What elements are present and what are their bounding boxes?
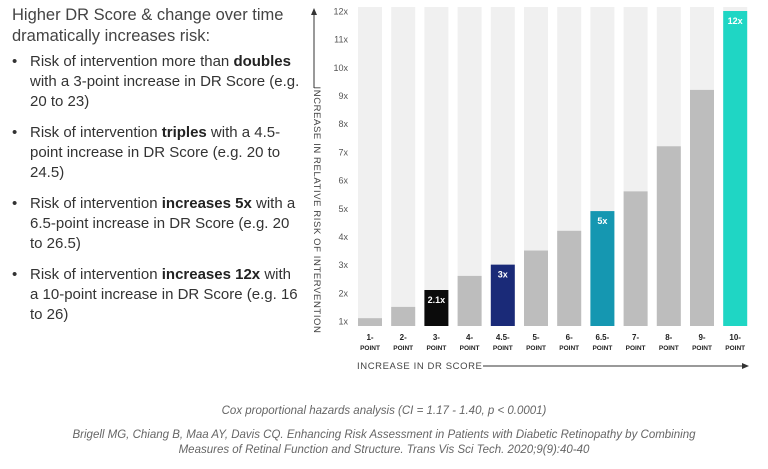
y-tick-label: 12x [333,7,348,17]
x-tick-label: 8- [665,333,672,342]
x-tick-sublabel: POINT [626,345,646,352]
x-tick-sublabel: POINT [659,345,679,352]
x-tick-label: 6.5- [596,333,610,342]
bullet-bold: increases 12x [161,266,261,283]
y-tick-label: 3x [338,260,348,270]
x-tick-sublabel: POINT [426,345,446,352]
y-tick-label: 5x [338,204,348,214]
x-tick-label: 6- [566,333,573,342]
bar-value-label: 2.1x [428,295,446,305]
bullet-item: • Risk of intervention more than doubles … [10,52,300,112]
x-tick-label: 10- [729,333,741,342]
risk-bar-chart: 1x 2x 3x 4x 5x 6x 7x 8x 9x 10x 11x 12x INCREASE IN R… [311,7,749,372]
headline: Higher DR Score & change over time drama… [12,6,284,45]
bullet-suffix: with a 3-point increase in DR Score (e.g… [30,73,300,110]
x-tick-sublabel: POINT [393,345,413,352]
x-tick-label: 9- [698,333,705,342]
x-tick-sublabel: POINT [725,345,745,352]
y-tick-label: 1x [338,317,348,327]
bar-value-label: 3x [498,270,508,280]
x-tick-sublabel: POINT [559,345,579,352]
x-tick-label: 2- [400,333,407,342]
x-tick-label: 4.5- [496,333,510,342]
x-axis-arrow-icon [742,363,749,369]
bar [391,306,416,326]
x-tick-sublabel: POINT [592,345,612,352]
y-tick-label: 8x [338,119,348,129]
bar-background [424,7,449,326]
y-tick-label: 11x [334,35,348,45]
bar [656,146,681,326]
bullet-bold: doubles [233,53,291,70]
bullet-item: • Risk of intervention increases 5x with … [10,194,300,254]
stats-footnote: Cox proportional hazards analysis (CI = … [221,405,547,417]
bar [623,191,648,326]
x-tick-sublabel: POINT [360,345,380,352]
bullet-suffix: with a 10-point increase in DR Score (e.… [30,266,298,323]
y-tick-label: 4x [338,232,348,242]
bullet-prefix: Risk of intervention [30,124,162,141]
bullet-bold: increases 5x [161,195,252,212]
citation-line-1: Brigell MG, Chiang B, Maa AY, Davis CQ. … [72,429,696,441]
bar [690,89,714,326]
x-tick-sublabel: POINT [692,345,712,352]
x-axis-label: INCREASE IN DR SCORE [357,361,483,372]
bar-value-label: 5x [597,216,607,226]
x-tick-label: 1- [366,333,373,342]
bullet-dot-icon: • [12,195,18,212]
bullet-dot-icon: • [12,266,18,283]
x-tick-sublabel: POINT [493,345,513,352]
y-tick-label: 10x [333,63,348,73]
bullet-suffix: with a 4.5-point increase in DR Score (e… [30,124,281,181]
x-tick-sublabel: POINT [460,345,480,352]
citation-line-2: Measures of Retinal Function and Structu… [178,444,590,456]
bar [358,318,382,326]
bar [524,250,548,326]
bullet-suffix: with a 6.5-point increase in DR Score (e… [30,195,296,252]
y-tick-label: 9x [338,91,348,101]
bullet-list: • Risk of intervention more than doubles … [10,52,300,336]
bar-background [457,7,482,326]
bullet-prefix: Risk of intervention [30,266,162,283]
x-tick-label: 7- [632,333,639,342]
bullet-dot-icon: • [12,124,18,141]
bar-background [391,7,416,326]
bullet-prefix: Risk of intervention more than [30,53,234,70]
bar-background [358,7,382,326]
bar [723,11,748,326]
y-axis-arrow-icon [311,8,317,15]
y-axis-label: INCREASE IN RELATIVE RISK OF INTERVENTIO… [311,86,322,333]
bullet-item: • Risk of intervention increases 12x with… [10,265,300,325]
bullet-prefix: Risk of intervention [30,195,162,212]
bar [557,230,582,326]
x-tick-label: 3- [433,333,440,342]
bar [590,211,615,326]
citation: Brigell MG, Chiang B, Maa AY, Davis CQ. … [0,428,768,458]
bar-value-label: 12x [728,16,743,26]
x-tick-label: 4- [466,333,473,342]
bullet-dot-icon: • [12,53,18,70]
bar [457,275,482,326]
bar [490,264,515,326]
bar [424,290,449,326]
y-tick-label: 6x [338,176,348,186]
bullet-item: • Risk of intervention triples with a 4.5… [10,123,300,183]
x-tick-label: 5- [532,333,539,342]
x-tick-sublabel: POINT [526,345,546,352]
y-tick-label: 7x [338,147,348,157]
bullet-bold: triples [161,124,207,141]
y-tick-label: 2x [338,288,348,298]
